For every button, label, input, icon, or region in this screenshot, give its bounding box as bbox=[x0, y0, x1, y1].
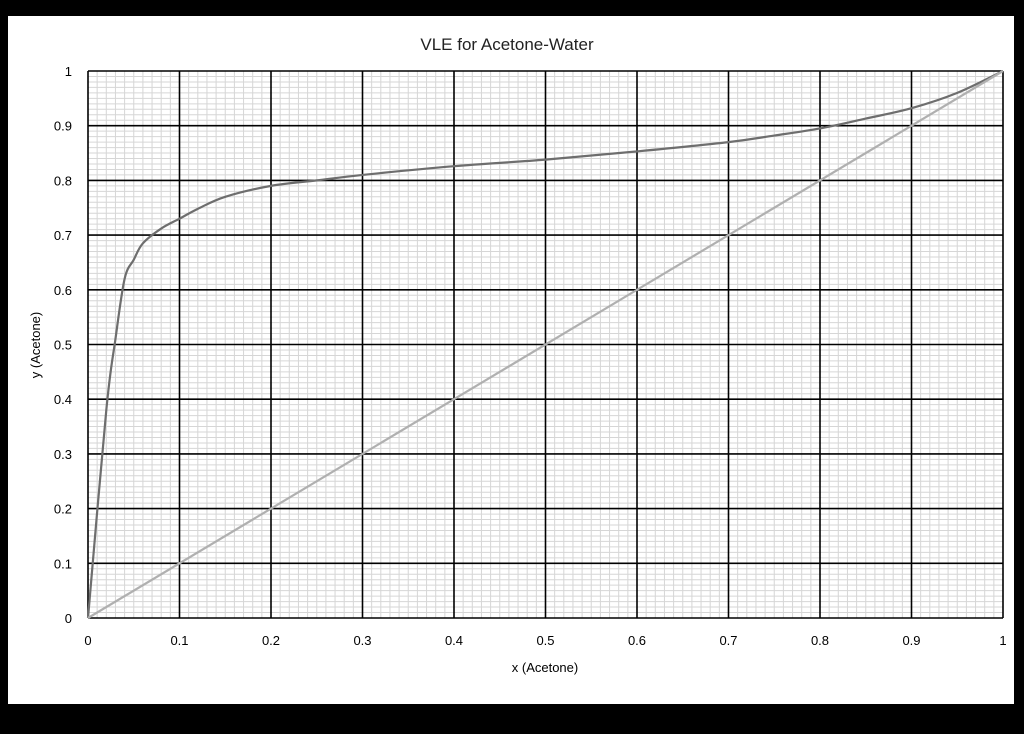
tick-labels: 0 0.1 0.2 0.3 0.4 0.5 0.6 0.7 0.8 0.9 1 0 0.1 0.2 0.3 0… bbox=[54, 64, 1007, 648]
x-tick-label: 1 bbox=[999, 633, 1006, 648]
y-tick-label: 0.8 bbox=[54, 173, 72, 188]
chart-area: 0 0.1 0.2 0.3 0.4 0.5 0.6 0.7 0.8 0.9 1 0 0.1 0.2 0.3 0… bbox=[8, 16, 1014, 704]
x-tick-label: 0 bbox=[84, 633, 91, 648]
y-tick-label: 0.1 bbox=[54, 556, 72, 571]
x-axis-title: x (Acetone) bbox=[512, 660, 578, 675]
y-tick-label: 0.3 bbox=[54, 447, 72, 462]
y-tick-label: 0.2 bbox=[54, 502, 72, 517]
y-tick-label: 1 bbox=[65, 64, 72, 79]
y-tick-label: 0.6 bbox=[54, 283, 72, 298]
equilibrium-curve-line bbox=[86, 70, 1004, 619]
y-tick-label: 0.5 bbox=[54, 338, 72, 353]
x-tick-label: 0.4 bbox=[445, 633, 463, 648]
diagonal-reference-line bbox=[87, 70, 1004, 619]
x-tick-label: 0.1 bbox=[170, 633, 188, 648]
x-tick-label: 0.9 bbox=[902, 633, 920, 648]
series-layer bbox=[86, 70, 1004, 619]
chart-title: VLE for Acetone-Water bbox=[420, 35, 594, 54]
y-tick-label: 0.7 bbox=[54, 228, 72, 243]
vle-chart: 0 0.1 0.2 0.3 0.4 0.5 0.6 0.7 0.8 0.9 1 0 0.1 0.2 0.3 0… bbox=[28, 35, 1007, 675]
x-tick-label: 0.5 bbox=[536, 633, 554, 648]
x-tick-label: 0.8 bbox=[811, 633, 829, 648]
major-grid bbox=[87, 70, 1004, 619]
y-tick-label: 0.9 bbox=[54, 119, 72, 134]
x-tick-label: 0.7 bbox=[719, 633, 737, 648]
x-tick-label: 0.2 bbox=[262, 633, 280, 648]
y-tick-label: 0 bbox=[65, 611, 72, 626]
y-axis-title: y (Acetone) bbox=[28, 312, 43, 378]
x-tick-label: 0.6 bbox=[628, 633, 646, 648]
y-tick-label: 0.4 bbox=[54, 392, 72, 407]
x-tick-label: 0.3 bbox=[353, 633, 371, 648]
